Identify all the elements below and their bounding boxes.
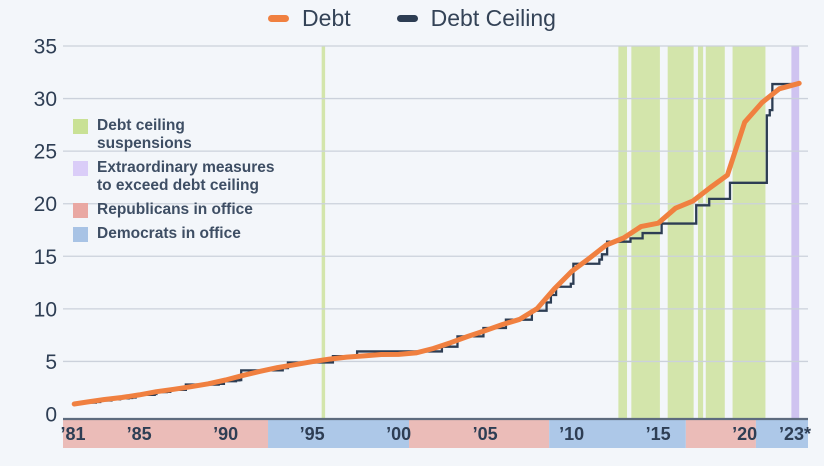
debt-legend-label: Debt bbox=[302, 5, 351, 31]
extraordinary-measures-band bbox=[791, 46, 800, 419]
republican-band bbox=[409, 420, 550, 448]
suspension-band bbox=[321, 46, 326, 419]
suspensions-swatch bbox=[73, 119, 88, 134]
debt-series-line bbox=[71, 80, 802, 407]
republicans-swatch bbox=[73, 202, 88, 218]
x-tick-label: ’23* bbox=[779, 424, 811, 444]
y-tick-label: 0 bbox=[45, 404, 57, 427]
x-tick-label: ’00 bbox=[386, 424, 411, 444]
bands-legend-item-suspensions: Debt ceiling suspensions bbox=[73, 117, 283, 153]
republican-band bbox=[685, 420, 756, 448]
y-tick-label: 10 bbox=[34, 298, 57, 321]
republican-band bbox=[63, 420, 269, 448]
y-tick-label: 5 bbox=[45, 351, 57, 374]
democrats-swatch bbox=[73, 226, 88, 242]
y-tick-label: 15 bbox=[34, 246, 57, 269]
democrat-band bbox=[755, 420, 808, 448]
gridlines bbox=[63, 45, 808, 363]
chart-legend: Debt Debt Ceiling bbox=[0, 5, 824, 32]
x-tick-label: ’15 bbox=[646, 424, 671, 444]
x-axis-labels: ’81 ’85 ’90 ’95 ’00 ’05 ’10 ’15 ’20 ’23* bbox=[60, 424, 811, 444]
y-tick-label: 30 bbox=[34, 88, 57, 111]
suspensions-label: Debt ceiling suspensions bbox=[97, 117, 192, 152]
x-tick-label: ’95 bbox=[300, 424, 325, 444]
y-axis-labels: 0 5 10 15 20 25 30 35 bbox=[34, 36, 57, 427]
extraordinary-label: Extraordinary measures to exceed debt ce… bbox=[97, 158, 275, 194]
democrat-band bbox=[268, 420, 410, 448]
y-tick-label: 25 bbox=[34, 141, 57, 164]
democrats-label: Democrats in office bbox=[97, 224, 241, 242]
suspension-band bbox=[618, 46, 628, 419]
suspension-band bbox=[697, 46, 704, 419]
x-tick-label: ’20 bbox=[732, 424, 757, 444]
extraordinary-swatch bbox=[73, 160, 88, 176]
legend-item-debt-ceiling: Debt Ceiling bbox=[396, 5, 556, 32]
x-tick-label: ’81 bbox=[60, 424, 85, 444]
bands-legend-item-extraordinary: Extraordinary measures to exceed debt ce… bbox=[73, 159, 283, 195]
x-tick-label: ’90 bbox=[213, 424, 238, 444]
republicans-label: Republicans in office bbox=[97, 200, 253, 218]
bands-legend: Debt ceiling suspensions Extraordinary me… bbox=[73, 117, 283, 249]
debt-ceiling-legend-label: Debt Ceiling bbox=[430, 5, 556, 31]
party-strip bbox=[63, 420, 808, 448]
y-tick-label: 20 bbox=[34, 193, 57, 216]
legend-item-debt: Debt bbox=[268, 5, 351, 32]
bands-legend-item-democrats: Democrats in office bbox=[73, 225, 283, 243]
suspension-band bbox=[705, 46, 725, 419]
x-tick-label: ’85 bbox=[127, 424, 152, 444]
event-bands bbox=[321, 46, 800, 419]
x-tick-label: ’05 bbox=[473, 424, 498, 444]
debt-line-swatch bbox=[268, 15, 290, 22]
x-tick-label: ’10 bbox=[559, 424, 584, 444]
bands-legend-item-republicans: Republicans in office bbox=[73, 201, 283, 219]
debt-ceiling-line-swatch bbox=[396, 15, 418, 22]
democrat-band bbox=[549, 420, 686, 448]
y-tick-label: 35 bbox=[34, 36, 57, 59]
suspension-band bbox=[667, 46, 694, 419]
